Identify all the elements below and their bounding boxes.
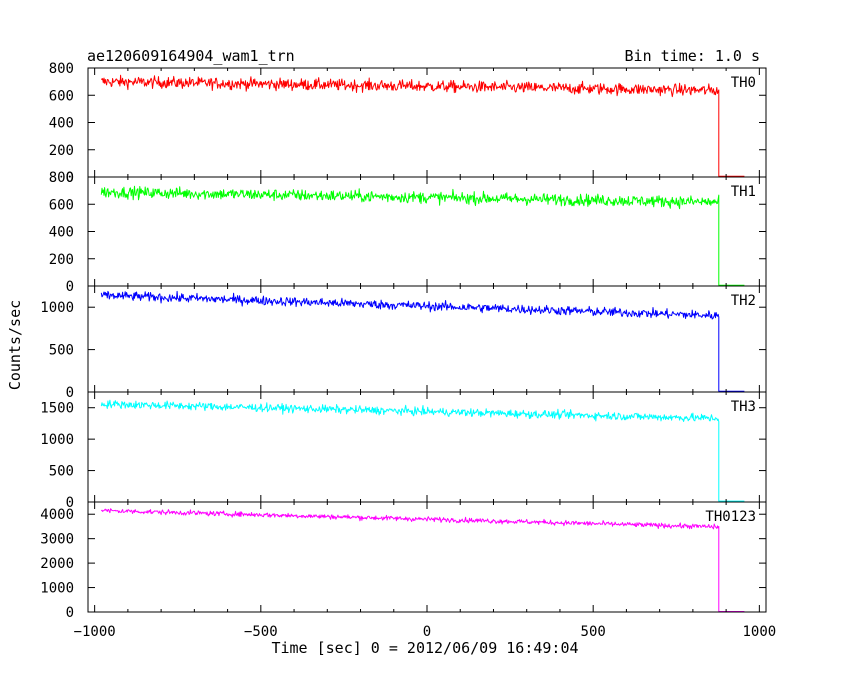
y-tick-label: 0 [66, 170, 74, 186]
y-tick-label: 800 [49, 61, 74, 77]
y-tick-label: 0 [66, 495, 74, 511]
panel-th2: 0 500 1000 TH2 [40, 285, 767, 401]
x-tick-label: 0 [423, 624, 431, 640]
series-line-th1 [100, 185, 745, 286]
panel-th0: 0 200 400 600 800 TH0 [49, 61, 767, 186]
y-tick-label: 0 [66, 605, 74, 621]
y-tick-label: 800 [49, 170, 74, 186]
y-tick-label: 0 [66, 385, 74, 401]
y-tick-label: 1000 [40, 581, 74, 597]
y-tick-label: 3000 [40, 532, 74, 548]
y-tick-label: 500 [49, 464, 74, 480]
panel-frame [87, 285, 767, 393]
y-tick-label: 400 [49, 116, 74, 132]
panel-th3: 0 500 1000 1500 TH3 [40, 391, 767, 511]
y-tick-label: 400 [49, 225, 74, 241]
y-tick-label: 600 [49, 197, 74, 213]
series-line-th0123 [100, 508, 745, 612]
x-tick-label: 500 [581, 624, 606, 640]
panel-frame [87, 501, 767, 613]
y-tick-label: 1500 [40, 401, 74, 417]
panel-th0123: 0 1000 2000 3000 4000 TH0123 [40, 501, 767, 621]
x-axis-label: Time [sec] 0 = 2012/06/09 16:49:04 [271, 639, 578, 657]
y-tick-label: 1000 [40, 432, 74, 448]
panels-group: 0 200 400 600 800 TH0 0 200 400 600 800 TH1 0 500 1000… [40, 61, 776, 640]
x-tick-label: 1000 [742, 624, 776, 640]
series-label-th0: TH0 [731, 75, 756, 91]
y-tick-label: 4000 [40, 507, 74, 523]
series-label-th2: TH2 [731, 293, 756, 309]
series-line-th3 [100, 399, 745, 502]
bin-time-label: Bin time: 1.0 s [625, 47, 760, 65]
chart-title: ae120609164904_wam1_trn [87, 47, 295, 65]
x-tick-label: −500 [244, 624, 278, 640]
y-tick-label: 200 [49, 143, 74, 159]
series-label-th0123: TH0123 [705, 509, 756, 525]
series-line-th0 [100, 74, 745, 177]
series-label-th3: TH3 [731, 399, 756, 415]
y-tick-label: 2000 [40, 556, 74, 572]
y-tick-label: 200 [49, 252, 74, 268]
series-label-th1: TH1 [731, 184, 756, 200]
y-axis-label: Counts/sec [6, 300, 24, 390]
y-tick-label: 0 [66, 279, 74, 295]
y-tick-label: 500 [49, 343, 74, 359]
x-tick-label: −1000 [74, 624, 116, 640]
y-tick-label: 600 [49, 88, 74, 104]
series-line-th2 [100, 290, 745, 392]
panel-th1: 0 200 400 600 800 TH1 [49, 170, 767, 295]
y-tick-label: 1000 [40, 300, 74, 316]
